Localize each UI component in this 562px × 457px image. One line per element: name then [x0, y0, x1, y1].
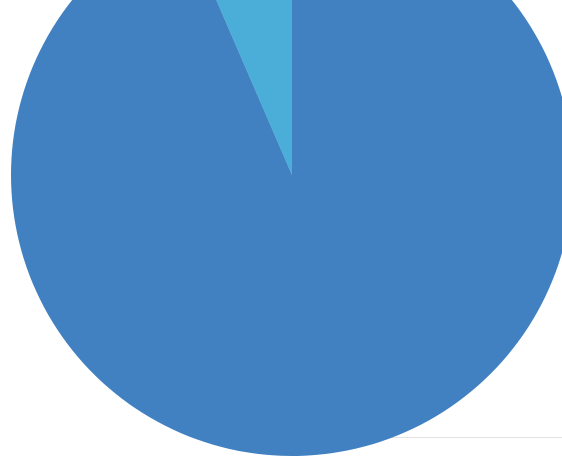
pie-slice-2 — [216, 0, 292, 175]
pie-slices — [11, 0, 562, 456]
pie-slice-1 — [11, 0, 562, 456]
